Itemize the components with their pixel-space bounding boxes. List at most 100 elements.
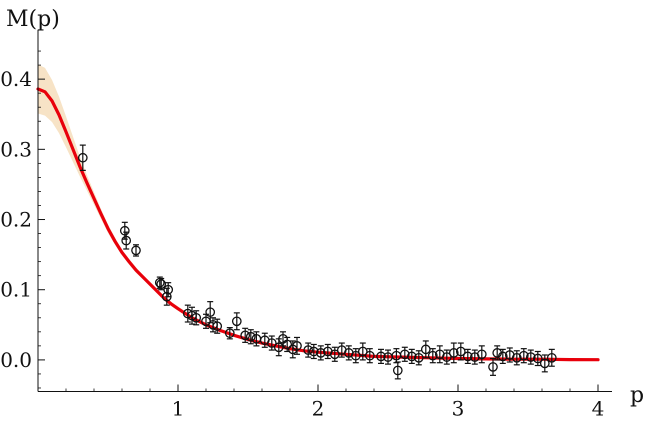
data-point — [392, 361, 403, 380]
point-marker — [308, 346, 319, 357]
point-marker — [77, 152, 88, 163]
point-marker — [476, 349, 487, 360]
data-point — [315, 345, 326, 361]
data-point — [231, 312, 242, 331]
data-point — [282, 336, 293, 353]
point-marker — [539, 358, 550, 369]
data-point — [343, 345, 354, 361]
data-point — [455, 342, 466, 361]
y-tick-label: 0.0 — [0, 348, 32, 372]
fit-curve — [36, 87, 600, 362]
point-marker — [420, 344, 431, 355]
data-point — [420, 340, 431, 359]
point-marker — [303, 345, 314, 355]
data-point — [308, 343, 319, 360]
point-marker — [518, 350, 529, 361]
point-marker — [292, 341, 302, 351]
x-axis-title: p — [630, 383, 644, 408]
data-point — [273, 338, 284, 357]
x-tick-label: 2 — [312, 396, 325, 420]
point-marker — [245, 331, 256, 342]
data-point — [427, 348, 438, 364]
data-point — [240, 327, 251, 343]
y-tick-label: 0.2 — [0, 208, 32, 232]
data-point — [163, 282, 174, 298]
point-marker — [392, 365, 403, 376]
point-marker — [329, 349, 340, 360]
data-point — [488, 357, 498, 376]
y-tick-label: 0.1 — [0, 278, 32, 302]
point-marker — [427, 350, 438, 361]
data-point — [376, 348, 386, 365]
data-point — [476, 345, 487, 364]
fit-uncertainty-band-layer — [38, 64, 598, 361]
fit-uncertainty-band — [38, 64, 598, 361]
data-point — [191, 310, 202, 326]
axes: 1 2 3 4 0.0 0.1 0.2 0.3 0.4 — [0, 30, 612, 420]
point-marker — [266, 338, 277, 348]
data-point — [350, 348, 361, 364]
axis-labels: M(p) p — [6, 7, 644, 408]
point-marker — [525, 352, 536, 362]
point-marker — [357, 346, 368, 357]
data-point — [546, 348, 557, 367]
point-marker — [497, 351, 508, 362]
data-point — [406, 348, 417, 365]
data-point — [364, 348, 375, 364]
x-tick-label: 3 — [452, 396, 465, 420]
point-marker — [399, 349, 410, 360]
point-marker — [546, 352, 557, 363]
point-marker — [212, 321, 223, 332]
data-point — [245, 329, 256, 345]
data-point — [518, 348, 529, 364]
data-point — [266, 335, 277, 351]
data-point — [391, 348, 402, 364]
point-marker — [315, 348, 326, 358]
data-point — [399, 346, 410, 362]
point-marker — [282, 339, 293, 350]
data-point — [434, 345, 445, 364]
data-point — [448, 342, 459, 364]
point-marker — [511, 352, 522, 363]
point-marker — [191, 312, 202, 323]
data-points-layer — [77, 144, 557, 380]
point-marker — [455, 346, 466, 357]
data-point — [532, 350, 543, 367]
y-tick-label: 0.3 — [0, 137, 32, 161]
data-point — [212, 318, 223, 334]
data-point — [525, 349, 536, 365]
data-point — [357, 342, 368, 361]
point-marker — [441, 352, 452, 362]
point-marker — [350, 350, 361, 361]
point-marker — [205, 307, 216, 318]
point-marker — [131, 245, 141, 256]
point-marker — [240, 330, 251, 341]
x-tick-label: 4 — [592, 396, 605, 420]
point-marker — [224, 328, 235, 339]
point-marker — [488, 362, 498, 372]
point-marker — [462, 351, 473, 362]
data-point — [441, 349, 452, 365]
point-marker — [163, 284, 174, 295]
data-point — [511, 350, 522, 366]
data-point — [329, 346, 340, 362]
data-point — [462, 348, 473, 365]
data-point — [156, 277, 167, 291]
data-point — [303, 342, 314, 358]
y-axis-title: M(p) — [6, 7, 60, 32]
x-tick-label: 1 — [172, 396, 185, 420]
fit-curve-layer — [36, 87, 600, 362]
point-marker — [231, 316, 242, 327]
point-marker — [376, 351, 386, 362]
point-marker — [273, 342, 284, 353]
data-point — [131, 244, 141, 257]
point-marker — [448, 348, 459, 358]
point-marker — [406, 351, 417, 362]
point-marker — [532, 353, 543, 364]
y-tick-label: 0.4 — [0, 67, 32, 91]
data-point — [224, 327, 235, 340]
point-marker — [121, 235, 132, 246]
data-point — [539, 354, 550, 373]
data-point — [497, 348, 508, 365]
